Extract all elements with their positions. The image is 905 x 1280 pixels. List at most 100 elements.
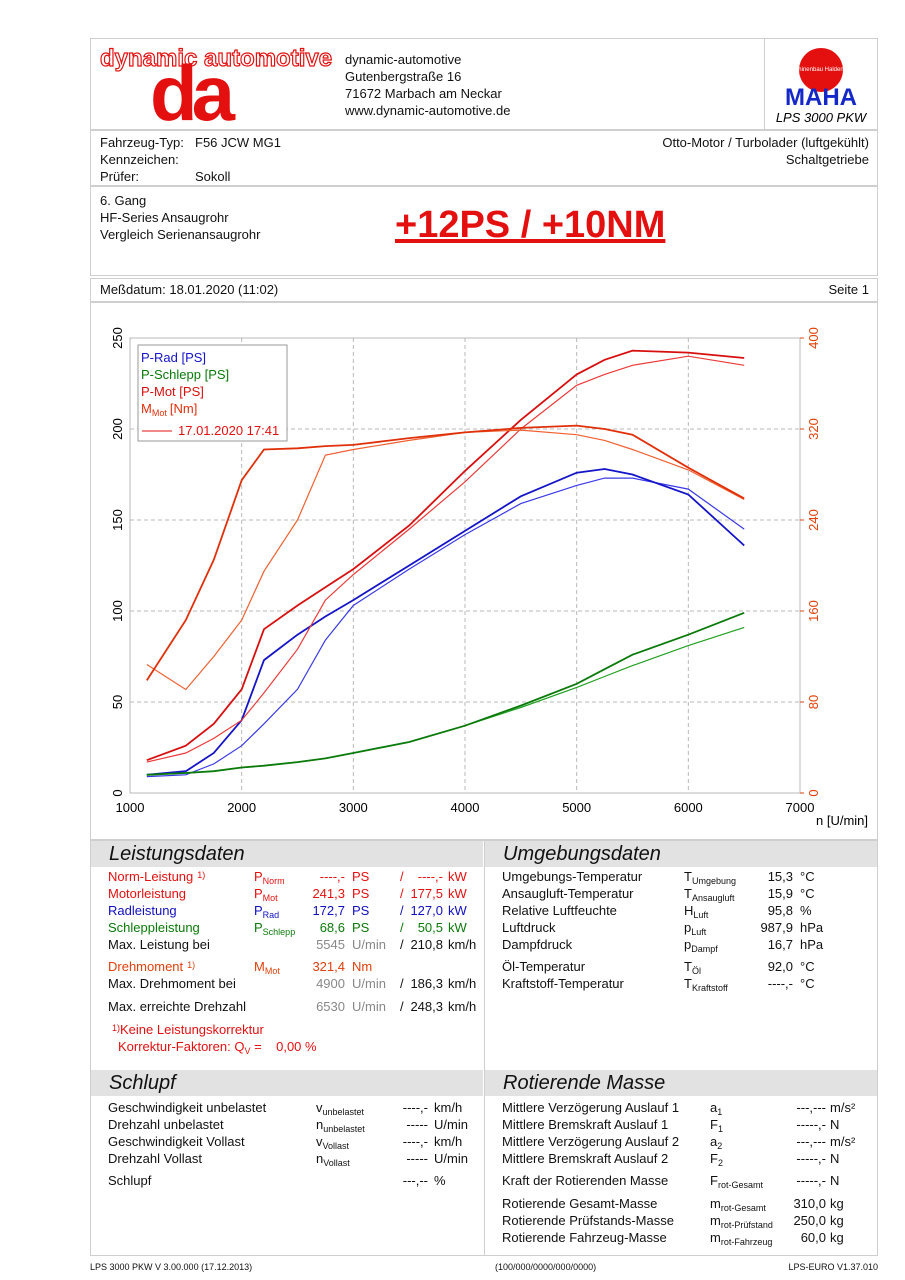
series-line bbox=[146, 611, 745, 776]
comparison-line bbox=[146, 429, 745, 691]
cell: PRad bbox=[254, 903, 279, 920]
legend-text: Mot bbox=[152, 408, 168, 418]
value: 16,7 bbox=[767, 937, 793, 952]
y-tick-label: 50 bbox=[110, 695, 125, 709]
x-tick-label: 2000 bbox=[227, 800, 256, 815]
legend-entry: P-Schlepp [PS] bbox=[141, 367, 229, 382]
unit: km/h bbox=[448, 937, 477, 952]
label: Ansaugluft-Temperatur bbox=[502, 886, 634, 901]
cell: 177,5 bbox=[410, 886, 443, 901]
label: Schleppleistung bbox=[108, 920, 200, 935]
cell: MMot bbox=[254, 959, 280, 976]
cell: 250,0 bbox=[793, 1213, 826, 1228]
cell: kW bbox=[448, 886, 467, 901]
cell: 15,3 bbox=[768, 869, 793, 884]
unit: U/min bbox=[352, 999, 386, 1014]
cell: Drehmoment 1) bbox=[108, 959, 195, 974]
value: ---,-- bbox=[402, 1173, 428, 1188]
cell: a2 bbox=[710, 1134, 722, 1151]
cell: ---,--- bbox=[796, 1100, 826, 1115]
subscript: 1 bbox=[717, 1124, 723, 1134]
legend-entry: P-Rad [PS] bbox=[141, 350, 206, 365]
symbol: T bbox=[684, 886, 692, 901]
cell: vVollast bbox=[316, 1134, 349, 1151]
value: 241,3 bbox=[312, 886, 345, 901]
value: ----,- bbox=[402, 1100, 428, 1115]
address-line: 71672 Marbach am Neckar bbox=[345, 86, 502, 101]
cell: N bbox=[830, 1173, 839, 1188]
symbol: P bbox=[254, 903, 263, 918]
subscript: rot-Fahrzeug bbox=[720, 1237, 773, 1247]
cell: 310,0 bbox=[793, 1196, 826, 1211]
section-title: Umgebungsdaten bbox=[485, 841, 877, 867]
y2-tick-label: 0 bbox=[806, 789, 821, 796]
cell: % bbox=[434, 1173, 446, 1188]
cell: °C bbox=[800, 959, 815, 974]
unit: °C bbox=[800, 886, 815, 901]
symbol: p bbox=[684, 920, 692, 935]
value: ---,--- bbox=[796, 1100, 826, 1115]
value: 92,0 bbox=[767, 959, 793, 974]
value: 172,7 bbox=[312, 903, 345, 918]
unit: PS bbox=[352, 903, 370, 918]
value: -----,- bbox=[796, 1151, 826, 1166]
label: Max. erreichte Drehzahl bbox=[108, 999, 246, 1014]
unit: N bbox=[830, 1173, 840, 1188]
cell: 210,8 bbox=[410, 937, 443, 952]
label: Kraftstoff-Temperatur bbox=[502, 976, 624, 991]
series-line bbox=[146, 468, 745, 776]
symbol: P bbox=[254, 886, 263, 901]
legend-entry: P-Mot [PS] bbox=[141, 384, 204, 399]
value: 127,0 bbox=[410, 903, 443, 918]
symbol: T bbox=[684, 976, 692, 991]
value: ----- bbox=[406, 1151, 428, 1166]
cell: 172,7 bbox=[312, 903, 345, 918]
cell: Öl-Temperatur bbox=[502, 959, 585, 974]
value: -----,- bbox=[796, 1173, 826, 1188]
footnote: 1) bbox=[187, 960, 196, 970]
footnote: 1) bbox=[197, 870, 206, 880]
label: Norm-Leistung bbox=[108, 869, 194, 884]
cell: km/h bbox=[448, 937, 476, 952]
note: Korrektur-Faktoren: Q bbox=[118, 1039, 245, 1054]
x-tick-label: 4000 bbox=[451, 800, 480, 815]
cell: Rotierende Prüfstands-Masse bbox=[502, 1213, 674, 1228]
cell: 15,9 bbox=[768, 886, 793, 901]
unit: m/s² bbox=[830, 1100, 856, 1115]
test-notes: 6. Gang HF-Series Ansaugrohr Vergleich S… bbox=[100, 192, 260, 243]
unit: kW bbox=[448, 886, 467, 901]
cell: ----,- bbox=[768, 976, 793, 991]
label: Mittlere Verzögerung Auslauf 1 bbox=[502, 1100, 680, 1115]
cell: / bbox=[400, 903, 404, 918]
cell: km/h bbox=[434, 1134, 462, 1149]
cell: km/h bbox=[434, 1100, 462, 1115]
cell: m/s² bbox=[830, 1100, 855, 1115]
label: Max. Drehmoment bei bbox=[108, 976, 236, 991]
cell: Mittlere Verzögerung Auslauf 1 bbox=[502, 1100, 679, 1115]
cell: 248,3 bbox=[410, 999, 443, 1014]
unit: kg bbox=[830, 1230, 844, 1245]
label: Drehmoment bbox=[108, 959, 184, 974]
value: 15,3 bbox=[767, 869, 793, 884]
cell: 95,8 bbox=[768, 903, 793, 918]
label: Rotierende Gesamt-Masse bbox=[502, 1196, 658, 1211]
section-title: Schlupf bbox=[91, 1070, 483, 1096]
cell: Geschwindigkeit unbelastet bbox=[108, 1100, 266, 1115]
symbol: H bbox=[684, 903, 694, 918]
cell: 987,9 bbox=[760, 920, 793, 935]
cell: °C bbox=[800, 886, 815, 901]
y2-tick-label: 80 bbox=[806, 695, 821, 709]
value: ---,--- bbox=[796, 1134, 826, 1149]
label: Drehzahl Vollast bbox=[108, 1151, 202, 1166]
legend-entry: MMot [Nm] bbox=[141, 401, 197, 418]
cell: km/h bbox=[448, 999, 476, 1014]
value: ----- bbox=[406, 1117, 428, 1132]
unit: km/h bbox=[434, 1100, 463, 1115]
value: 186,3 bbox=[410, 976, 443, 991]
cell: / bbox=[400, 999, 404, 1014]
unit: U/min bbox=[434, 1117, 468, 1132]
symbol: m bbox=[710, 1230, 721, 1245]
subscript: Kraftstoff bbox=[691, 983, 728, 993]
unit: % bbox=[434, 1173, 446, 1188]
cell: ---,--- bbox=[796, 1134, 826, 1149]
